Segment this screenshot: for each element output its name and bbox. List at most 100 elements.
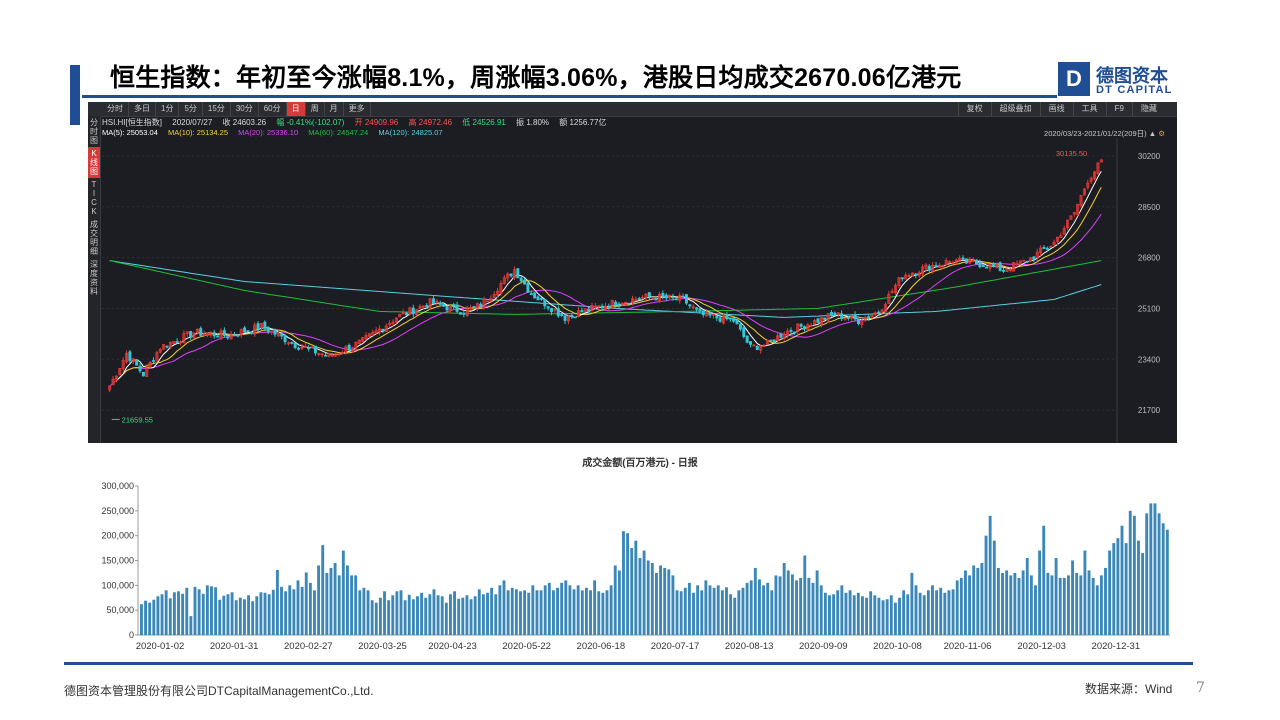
vol-bar-242 bbox=[1137, 540, 1140, 635]
period-tab-8[interactable]: 周 bbox=[306, 102, 325, 116]
vol-bar-1 bbox=[144, 600, 148, 635]
period-tab-0[interactable]: 分时 bbox=[102, 102, 129, 116]
vol-bar-144 bbox=[733, 597, 737, 635]
candle-body-193 bbox=[759, 346, 763, 351]
volume-bar-chart: 0 50,000 100,000 150,000 200,000 250,000 300,0… bbox=[101, 481, 1170, 652]
candle-body-38 bbox=[236, 334, 240, 337]
vol-bar-37 bbox=[292, 589, 296, 635]
vol-bar-153 bbox=[770, 590, 774, 635]
candle-body-1 bbox=[111, 378, 115, 386]
vol-bar-28 bbox=[255, 596, 259, 635]
vol-bar-206 bbox=[988, 515, 992, 635]
candle-body-209 bbox=[813, 319, 817, 325]
sidebar-view-3[interactable]: 成交明细 bbox=[90, 220, 98, 256]
candle-body-134 bbox=[560, 314, 564, 317]
vol-bar-45 bbox=[325, 572, 329, 635]
vol-bar-122 bbox=[642, 550, 646, 635]
vol-bar-189 bbox=[918, 592, 922, 635]
period-tab-7[interactable]: 日 bbox=[286, 102, 306, 116]
vol-bar-62 bbox=[395, 591, 399, 635]
vol-y-tick-4: 200,000 bbox=[101, 531, 134, 541]
candle-body-135 bbox=[563, 315, 567, 321]
candle-body-58 bbox=[303, 346, 307, 348]
vol-bar-96 bbox=[535, 590, 539, 635]
vol-bar-24 bbox=[238, 597, 242, 635]
sidebar-view-0[interactable]: 分时图 bbox=[90, 118, 98, 145]
vol-bar-60 bbox=[387, 600, 391, 635]
settings-gear-icon[interactable]: ⚙ bbox=[1158, 129, 1165, 138]
vol-bar-184 bbox=[898, 597, 901, 635]
vol-bar-185 bbox=[902, 590, 906, 635]
vol-bar-243 bbox=[1141, 553, 1145, 635]
vol-bar-247 bbox=[1157, 513, 1161, 635]
symbol-label: HSI.HI[恒生指数] bbox=[102, 118, 163, 127]
candle-body-227 bbox=[873, 312, 877, 315]
vol-bar-230 bbox=[1087, 570, 1091, 635]
candle-body-82 bbox=[384, 325, 388, 332]
vol-bar-166 bbox=[823, 592, 827, 635]
candle-body-158 bbox=[641, 296, 645, 300]
tool-tab-2[interactable]: 画线 bbox=[1039, 102, 1073, 116]
date-range-arrow-icon[interactable]: ▲ bbox=[1148, 129, 1157, 138]
candle-body-73 bbox=[354, 341, 358, 349]
sidebar-view-4[interactable]: 深度资料 bbox=[90, 260, 98, 296]
candle-body-170 bbox=[681, 295, 685, 298]
period-tab-1[interactable]: 多日 bbox=[129, 102, 156, 116]
candle-body-131 bbox=[550, 308, 554, 313]
vol-bar-205 bbox=[984, 535, 988, 635]
tool-tab-1[interactable]: 超级叠加 bbox=[990, 102, 1040, 116]
vol-bar-193 bbox=[935, 590, 939, 635]
candle-body-281 bbox=[1055, 236, 1059, 242]
period-tab-5[interactable]: 30分 bbox=[231, 102, 259, 116]
period-tab-4[interactable]: 15分 bbox=[203, 102, 231, 116]
candle-body-159 bbox=[644, 293, 648, 299]
tool-tab-0[interactable]: 复权 bbox=[957, 102, 991, 116]
vol-bar-181 bbox=[885, 599, 889, 635]
candle-body-123 bbox=[523, 279, 527, 285]
candle-body-27 bbox=[199, 328, 203, 336]
vol-y-tick-6: 300,000 bbox=[101, 481, 134, 491]
vol-bar-69 bbox=[424, 597, 428, 635]
candle-body-172 bbox=[688, 304, 692, 307]
vol-bar-82 bbox=[477, 589, 481, 635]
candle-body-90 bbox=[411, 307, 415, 315]
vol-bar-88 bbox=[502, 580, 506, 635]
candle-body-33 bbox=[219, 330, 223, 340]
vol-bar-204 bbox=[980, 562, 984, 635]
candle-body-112 bbox=[485, 300, 489, 303]
candle-body-69 bbox=[340, 351, 344, 354]
candle-body-178 bbox=[708, 312, 712, 316]
candle-body-13 bbox=[152, 360, 156, 362]
period-tab-10[interactable]: 更多 bbox=[344, 102, 371, 116]
candle-body-60 bbox=[310, 346, 314, 349]
candle-body-236 bbox=[904, 274, 908, 280]
vol-bar-52 bbox=[354, 575, 358, 635]
candle-body-286 bbox=[1072, 212, 1076, 215]
candle-body-237 bbox=[907, 275, 911, 277]
candle-body-115 bbox=[496, 290, 500, 296]
vol-bar-139 bbox=[712, 587, 716, 635]
candle-body-117 bbox=[502, 277, 506, 285]
candle-body-114 bbox=[492, 293, 496, 298]
candle-body-51 bbox=[280, 333, 284, 337]
vol-bar-134 bbox=[692, 592, 695, 635]
candle-body-186 bbox=[735, 319, 739, 325]
tool-tab-3[interactable]: 工具 bbox=[1072, 102, 1106, 116]
vol-bar-236 bbox=[1112, 543, 1116, 635]
period-tab-3[interactable]: 5分 bbox=[179, 102, 203, 116]
candle-body-233 bbox=[894, 284, 898, 294]
candle-body-141 bbox=[583, 308, 587, 312]
candle-body-120 bbox=[512, 269, 516, 279]
period-tab-2[interactable]: 1分 bbox=[156, 102, 180, 116]
tool-tab-5[interactable]: 隐藏 bbox=[1132, 102, 1165, 116]
vol-bar-64 bbox=[403, 600, 407, 635]
candle-body-252 bbox=[958, 257, 962, 262]
period-tab-9[interactable]: 月 bbox=[325, 102, 344, 116]
vol-bar-114 bbox=[609, 585, 613, 635]
vol-bar-99 bbox=[547, 582, 551, 635]
vol-y-tick-2: 100,000 bbox=[101, 580, 134, 590]
period-tab-6[interactable]: 60分 bbox=[259, 102, 287, 116]
tool-tab-4[interactable]: F9 bbox=[1105, 102, 1132, 116]
